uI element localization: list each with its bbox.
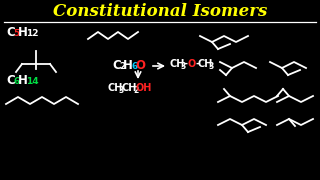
Text: -: - [195, 59, 199, 69]
Text: OH: OH [136, 83, 152, 93]
Text: 2: 2 [119, 62, 125, 71]
Text: O: O [135, 59, 145, 72]
Text: Constitutional Isomers: Constitutional Isomers [53, 3, 267, 20]
Text: C: C [6, 26, 15, 39]
Text: H: H [18, 74, 28, 87]
Text: CH: CH [198, 59, 213, 69]
Text: CH: CH [170, 59, 185, 69]
Text: CH: CH [108, 83, 124, 93]
Text: 2: 2 [133, 86, 138, 95]
Text: 14: 14 [26, 77, 39, 86]
Text: O: O [188, 59, 196, 69]
Text: 3: 3 [181, 62, 186, 71]
Text: 12: 12 [26, 29, 38, 38]
Text: C: C [6, 74, 15, 87]
Text: H: H [123, 59, 133, 72]
Text: 3: 3 [119, 86, 124, 95]
Text: -: - [184, 59, 188, 69]
Text: 6: 6 [131, 62, 137, 71]
Text: 6: 6 [13, 77, 19, 86]
Text: 3: 3 [209, 62, 214, 71]
Text: 5: 5 [13, 29, 19, 38]
Text: C: C [112, 59, 121, 72]
Text: CH: CH [122, 83, 137, 93]
Text: H: H [18, 26, 28, 39]
